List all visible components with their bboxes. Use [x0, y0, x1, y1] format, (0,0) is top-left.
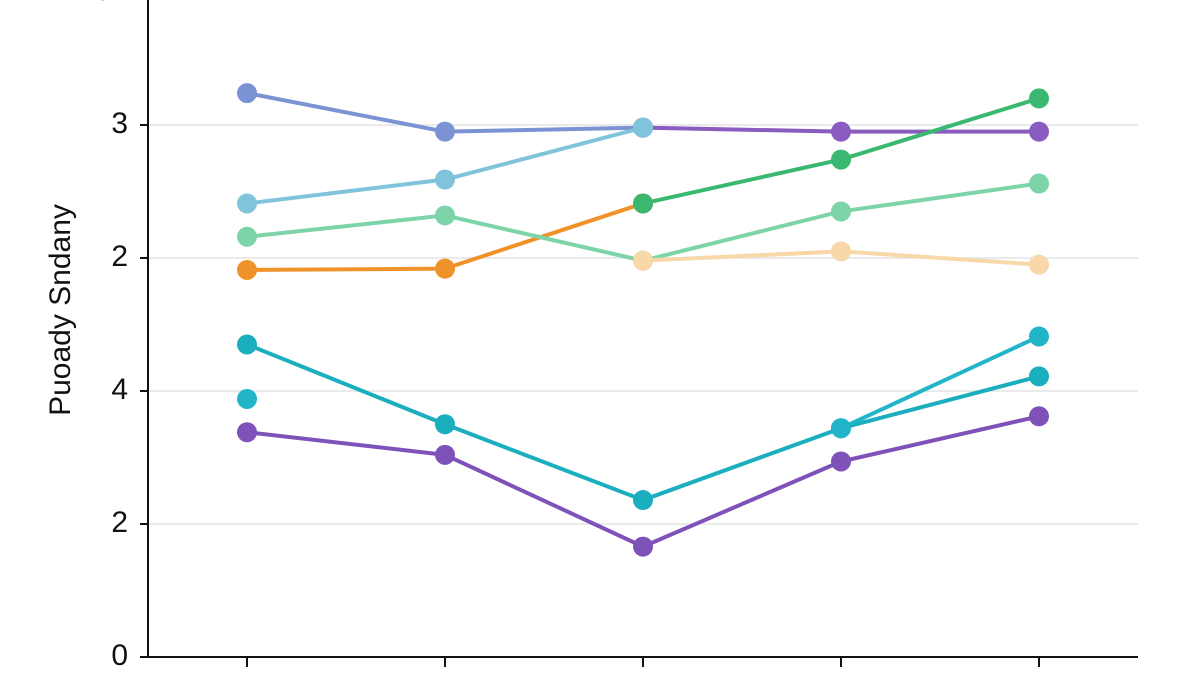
data-point: [237, 83, 257, 104]
y-tick-label: 02: [95, 0, 128, 7]
data-point: [1029, 326, 1049, 347]
data-point: [831, 241, 851, 262]
data-point: [237, 193, 257, 214]
y-tick-label: 3: [111, 107, 128, 140]
data-point: [633, 490, 653, 511]
data-point: [1029, 406, 1049, 427]
data-point: [237, 259, 257, 280]
data-point: [1029, 88, 1049, 109]
data-point: [1029, 254, 1049, 275]
data-point: [237, 422, 257, 443]
data-point: [633, 193, 653, 214]
data-point: [633, 117, 653, 138]
data-point: [237, 388, 257, 409]
series-line: [839, 334, 1041, 431]
data-point: [1029, 366, 1049, 387]
y-tick-label: 2: [111, 506, 128, 539]
data-point: [435, 258, 455, 279]
y-tick-label: 0: [111, 639, 128, 672]
data-point: [831, 149, 851, 170]
data-point: [435, 444, 455, 465]
data-point: [1029, 173, 1049, 194]
data-point: [831, 418, 851, 439]
data-point: [633, 536, 653, 557]
data-point: [435, 205, 455, 226]
y-tick-label: 2: [111, 240, 128, 273]
data-point: [1029, 121, 1049, 142]
data-point: [237, 226, 257, 247]
series-line: [245, 414, 1041, 549]
data-point: [831, 201, 851, 222]
data-point: [831, 451, 851, 472]
series-line: [245, 342, 1041, 503]
data-point: [633, 250, 653, 271]
data-point: [435, 169, 455, 190]
data-point: [237, 334, 257, 355]
data-point: [435, 414, 455, 435]
data-point: [831, 121, 851, 142]
data-point: [435, 121, 455, 142]
y-axis-label: Puoady Sndany: [44, 204, 77, 416]
y-tick-label: 4: [111, 373, 128, 406]
